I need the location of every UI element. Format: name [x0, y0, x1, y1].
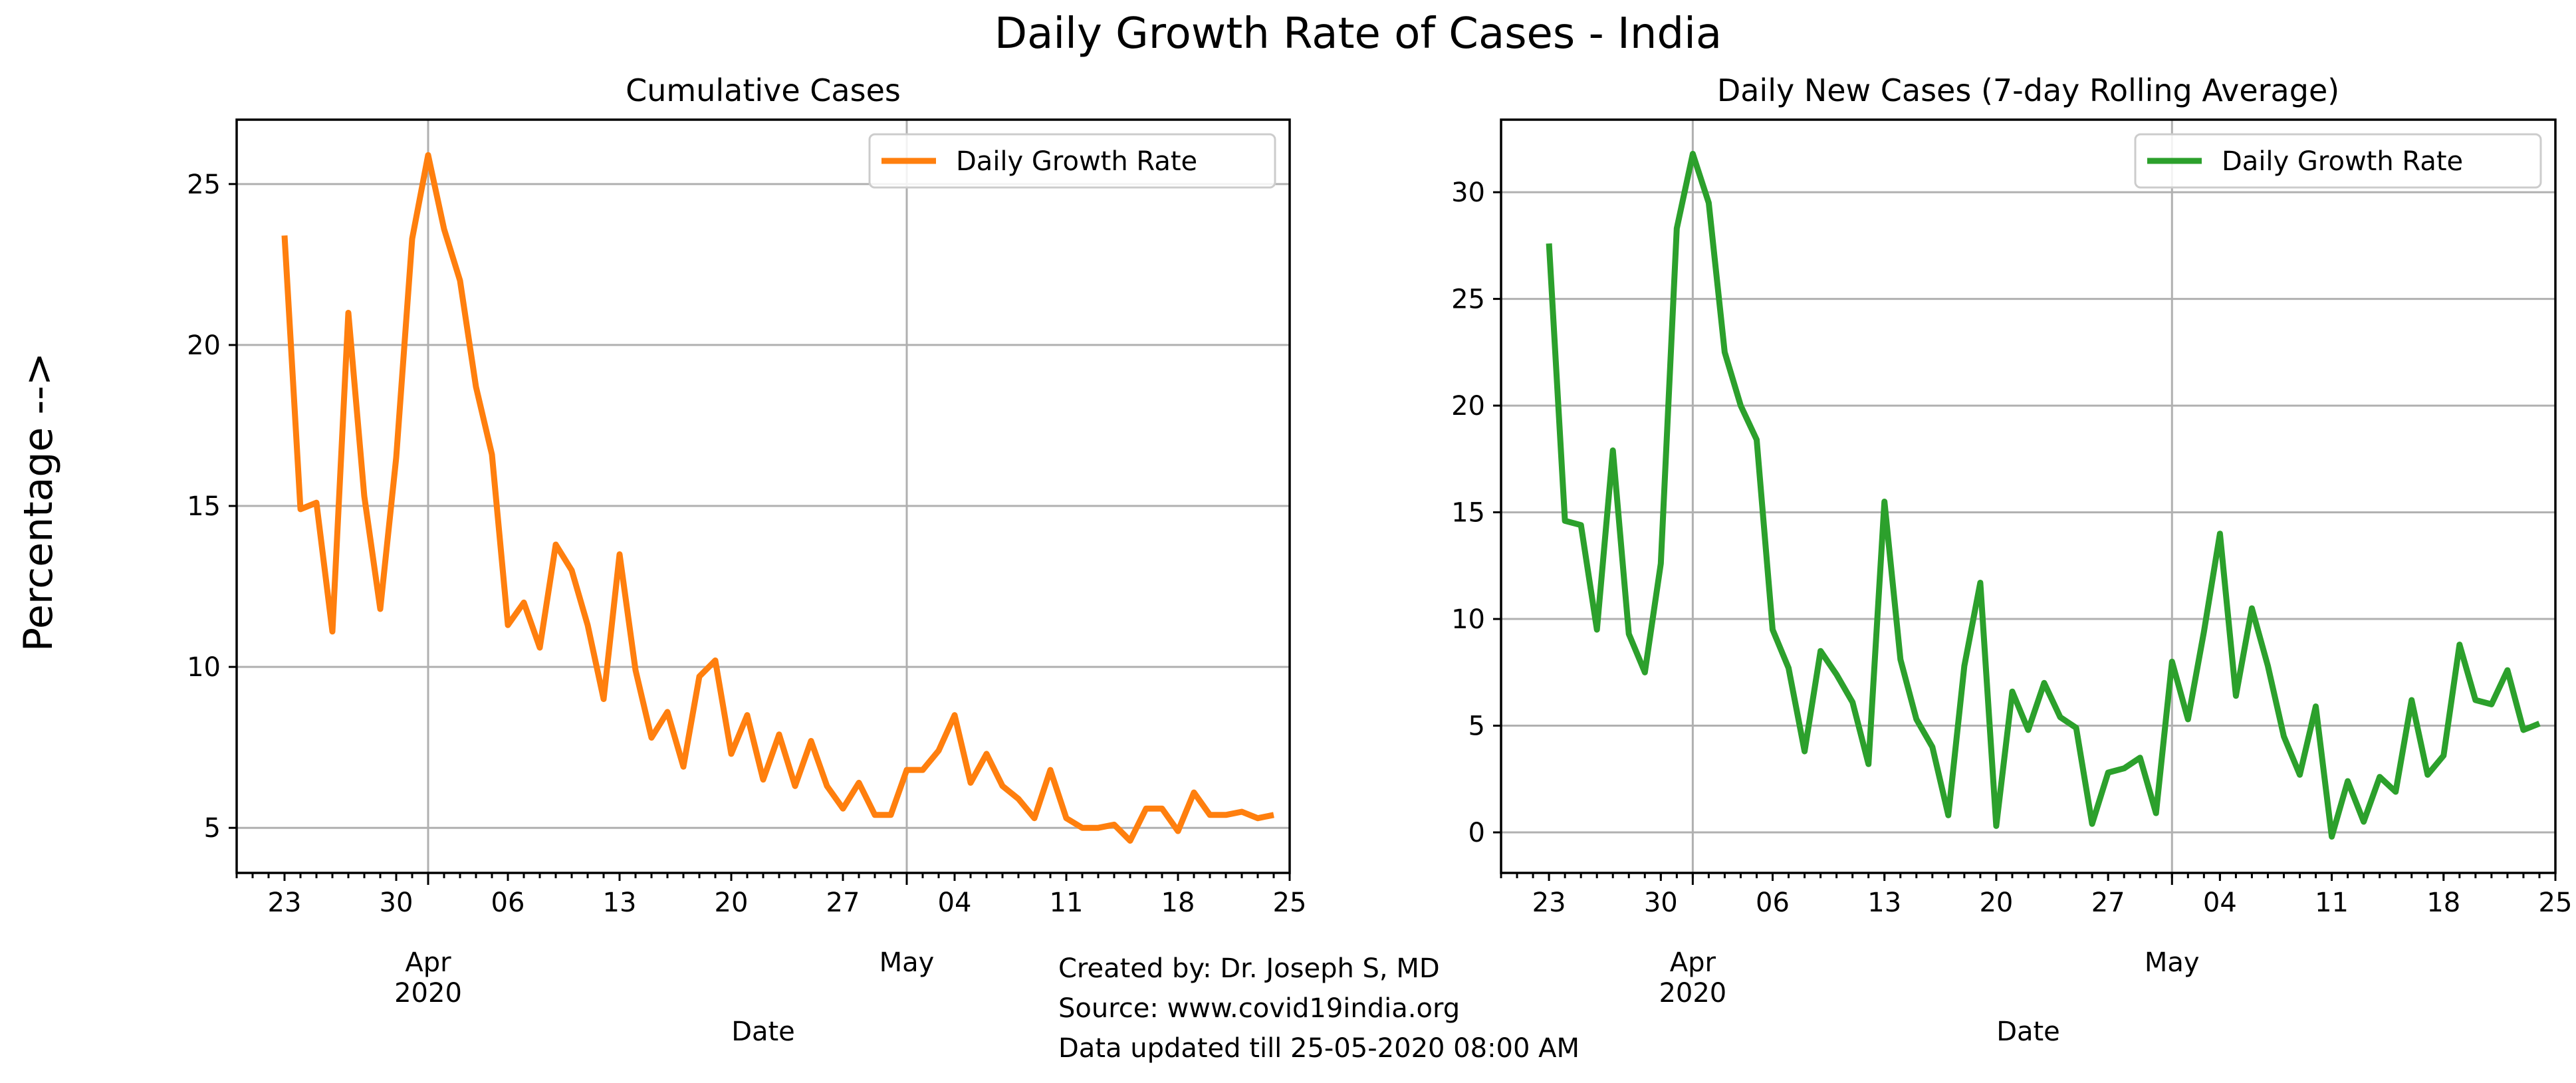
x-major-tick-label: 2020: [394, 978, 462, 1009]
y-tick-label: 5: [204, 813, 221, 844]
x-tick-label: 18: [1161, 888, 1195, 918]
legend-label: Daily Growth Rate: [2222, 146, 2463, 177]
figure-ylabel: Percentage -->: [15, 352, 62, 652]
legend-box: [2134, 133, 2542, 189]
x-tick-label: 04: [2203, 888, 2237, 918]
x-tick-label: 13: [603, 888, 637, 918]
x-axis-label: Date: [1996, 1017, 2060, 1047]
y-tick-label: 25: [1451, 285, 1485, 315]
figure-title: Daily Growth Rate of Cases - India: [995, 9, 1722, 59]
x-major-tick-label: May: [2145, 947, 2200, 978]
x-major-tick-label: 2020: [1659, 978, 1726, 1009]
series-line: [1546, 150, 2541, 840]
y-tick-label: 30: [1451, 178, 1485, 208]
y-tick-label: 25: [187, 170, 221, 200]
x-major-tick-label: May: [879, 947, 935, 978]
legend: Daily Growth Rate: [2134, 133, 2542, 189]
x-tick-label: 06: [1756, 888, 1790, 918]
x-tick-label: 11: [2315, 888, 2349, 918]
y-tick-label: 0: [1468, 818, 1485, 848]
plot-frame: [1500, 118, 2557, 874]
y-tick-label: 15: [1451, 498, 1485, 529]
x-major-tick-label: Apr: [1670, 947, 1716, 978]
x-major-tick-label: Apr: [405, 947, 451, 978]
x-tick-label: 13: [1867, 888, 1901, 918]
x-tick-label: 25: [2539, 888, 2573, 918]
credit-source: Source: www.covid19india.org: [1058, 993, 1460, 1024]
legend-label: Daily Growth Rate: [956, 146, 1197, 177]
x-tick-label: 25: [1273, 888, 1307, 918]
x-tick-label: 06: [491, 888, 525, 918]
x-tick-label: 30: [1644, 888, 1678, 918]
series-line: [281, 152, 1274, 844]
credit-author: Created by: Dr. Joseph S, MD: [1058, 953, 1440, 984]
x-tick-label: 04: [938, 888, 972, 918]
chart-title: Cumulative Cases: [626, 72, 901, 108]
x-tick-label: 30: [380, 888, 413, 918]
y-tick-label: 10: [1451, 604, 1485, 635]
plot-frame: [235, 118, 1291, 874]
y-tick-label: 15: [187, 491, 221, 522]
x-tick-label: 23: [1532, 888, 1566, 918]
x-tick-label: 27: [2091, 888, 2125, 918]
x-tick-label: 23: [268, 888, 302, 918]
legend: Daily Growth Rate: [868, 133, 1276, 189]
y-tick-label: 20: [187, 330, 221, 361]
credit-updated: Data updated till 25-05-2020 08:00 AM: [1058, 1033, 1580, 1064]
x-tick-label: 27: [826, 888, 860, 918]
y-tick-label: 20: [1451, 391, 1485, 421]
x-tick-label: 20: [1979, 888, 2013, 918]
x-tick-label: 18: [2426, 888, 2460, 918]
legend-box: [868, 133, 1276, 189]
credits-block: Created by: Dr. Joseph S, MD Source: www…: [1058, 953, 1580, 1064]
x-tick-label: 11: [1050, 888, 1084, 918]
x-tick-label: 20: [715, 888, 749, 918]
y-tick-label: 10: [187, 652, 221, 683]
y-tick-label: 5: [1468, 711, 1485, 742]
chart-title: Daily New Cases (7-day Rolling Average): [1717, 72, 2339, 108]
x-axis-label: Date: [731, 1017, 795, 1047]
